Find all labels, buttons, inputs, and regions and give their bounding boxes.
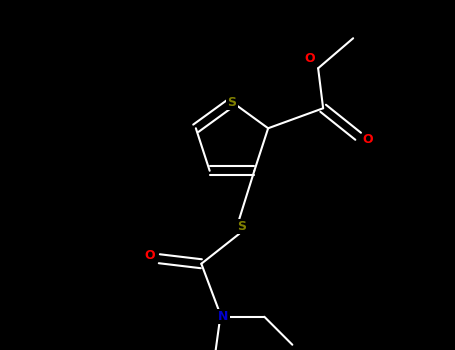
Text: N: N	[218, 310, 228, 323]
Text: O: O	[305, 52, 315, 65]
Text: S: S	[237, 220, 246, 233]
Text: O: O	[363, 133, 374, 146]
Text: O: O	[144, 249, 155, 262]
Text: S: S	[228, 96, 237, 108]
